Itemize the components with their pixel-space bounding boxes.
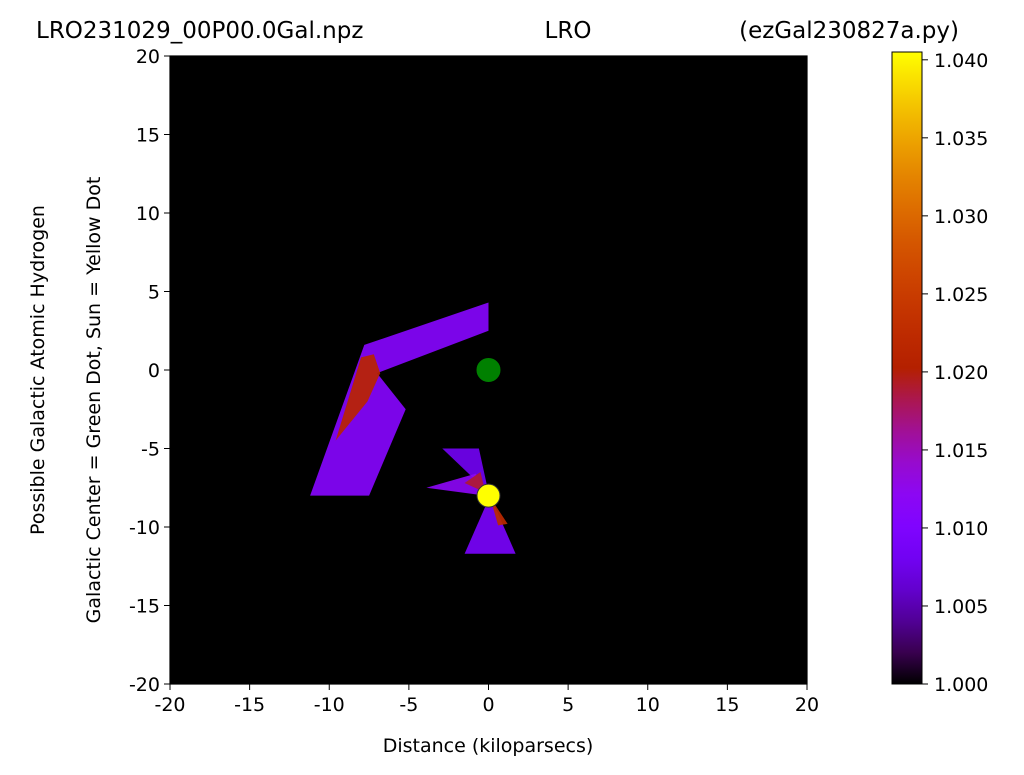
colorbar-tick-label: 1.000 [934,674,988,696]
hydrogen-region [335,354,381,441]
y-tick-label: 20 [136,46,160,68]
y-tick-label: 5 [148,282,160,304]
colorbar-gradient [891,51,923,685]
x-tick-label: 20 [795,694,819,716]
colorbar-tick-label: 1.010 [934,518,988,540]
y-tick-label: -10 [129,517,160,539]
hydrogen-region [464,495,516,554]
colorbar-tick-label: 1.030 [934,206,988,228]
y-tick-label: -5 [141,439,160,461]
galactic-center-marker [476,358,501,382]
x-tick-label: -5 [399,694,418,716]
plot-area [169,55,808,685]
y-tick-label: 15 [136,125,160,147]
colorbar-tick-label: 1.040 [934,50,988,72]
markers [476,358,501,508]
hydrogen-regions [310,302,516,554]
x-tick-label: 5 [562,694,574,716]
x-axis: -20 -15 -10 -5 0 5 10 15 20 [154,684,819,716]
y-tick-label: -20 [129,674,160,696]
y-axis: -20 -15 -10 -5 0 5 10 15 20 [129,46,170,696]
x-axis-label: Distance (kiloparsecs) [383,735,594,757]
y-axis-label-line2: Galactic Center = Green Dot, Sun = Yello… [83,177,105,624]
x-tick-label: 0 [482,694,494,716]
chart-title-right: (ezGal230827a.py) [739,18,959,44]
x-tick-label: -15 [234,694,265,716]
colorbar-tick-label: 1.025 [934,284,988,306]
x-tick-label: 15 [715,694,739,716]
colorbar: 1.000 1.005 1.010 1.015 1.020 1.025 1.030 1.035… [891,50,988,696]
colorbar-tick-label: 1.005 [934,596,988,618]
colorbar-tick-label: 1.015 [934,440,988,462]
y-tick-label: 10 [136,203,160,225]
x-tick-label: -20 [154,694,185,716]
chart-title-left: LRO231029_00P00.0Gal.npz [36,18,363,44]
titles: LRO231029_00P00.0Gal.npz LRO (ezGal23082… [36,18,959,44]
x-tick-label: 10 [636,694,660,716]
colorbar-ticks: 1.000 1.005 1.010 1.015 1.020 1.025 1.030 1.035… [922,50,988,696]
hydrogen-region [310,302,489,496]
colorbar-tick-label: 1.035 [934,128,988,150]
y-axis-label-line1: Possible Galactic Atomic Hydrogen [27,205,49,535]
y-tick-label: 0 [148,360,160,382]
y-tick-label: -15 [129,596,160,618]
chart-title-center: LRO [545,18,592,44]
sun-marker [476,483,501,508]
x-tick-label: -10 [314,694,345,716]
colorbar-tick-label: 1.020 [934,362,988,384]
